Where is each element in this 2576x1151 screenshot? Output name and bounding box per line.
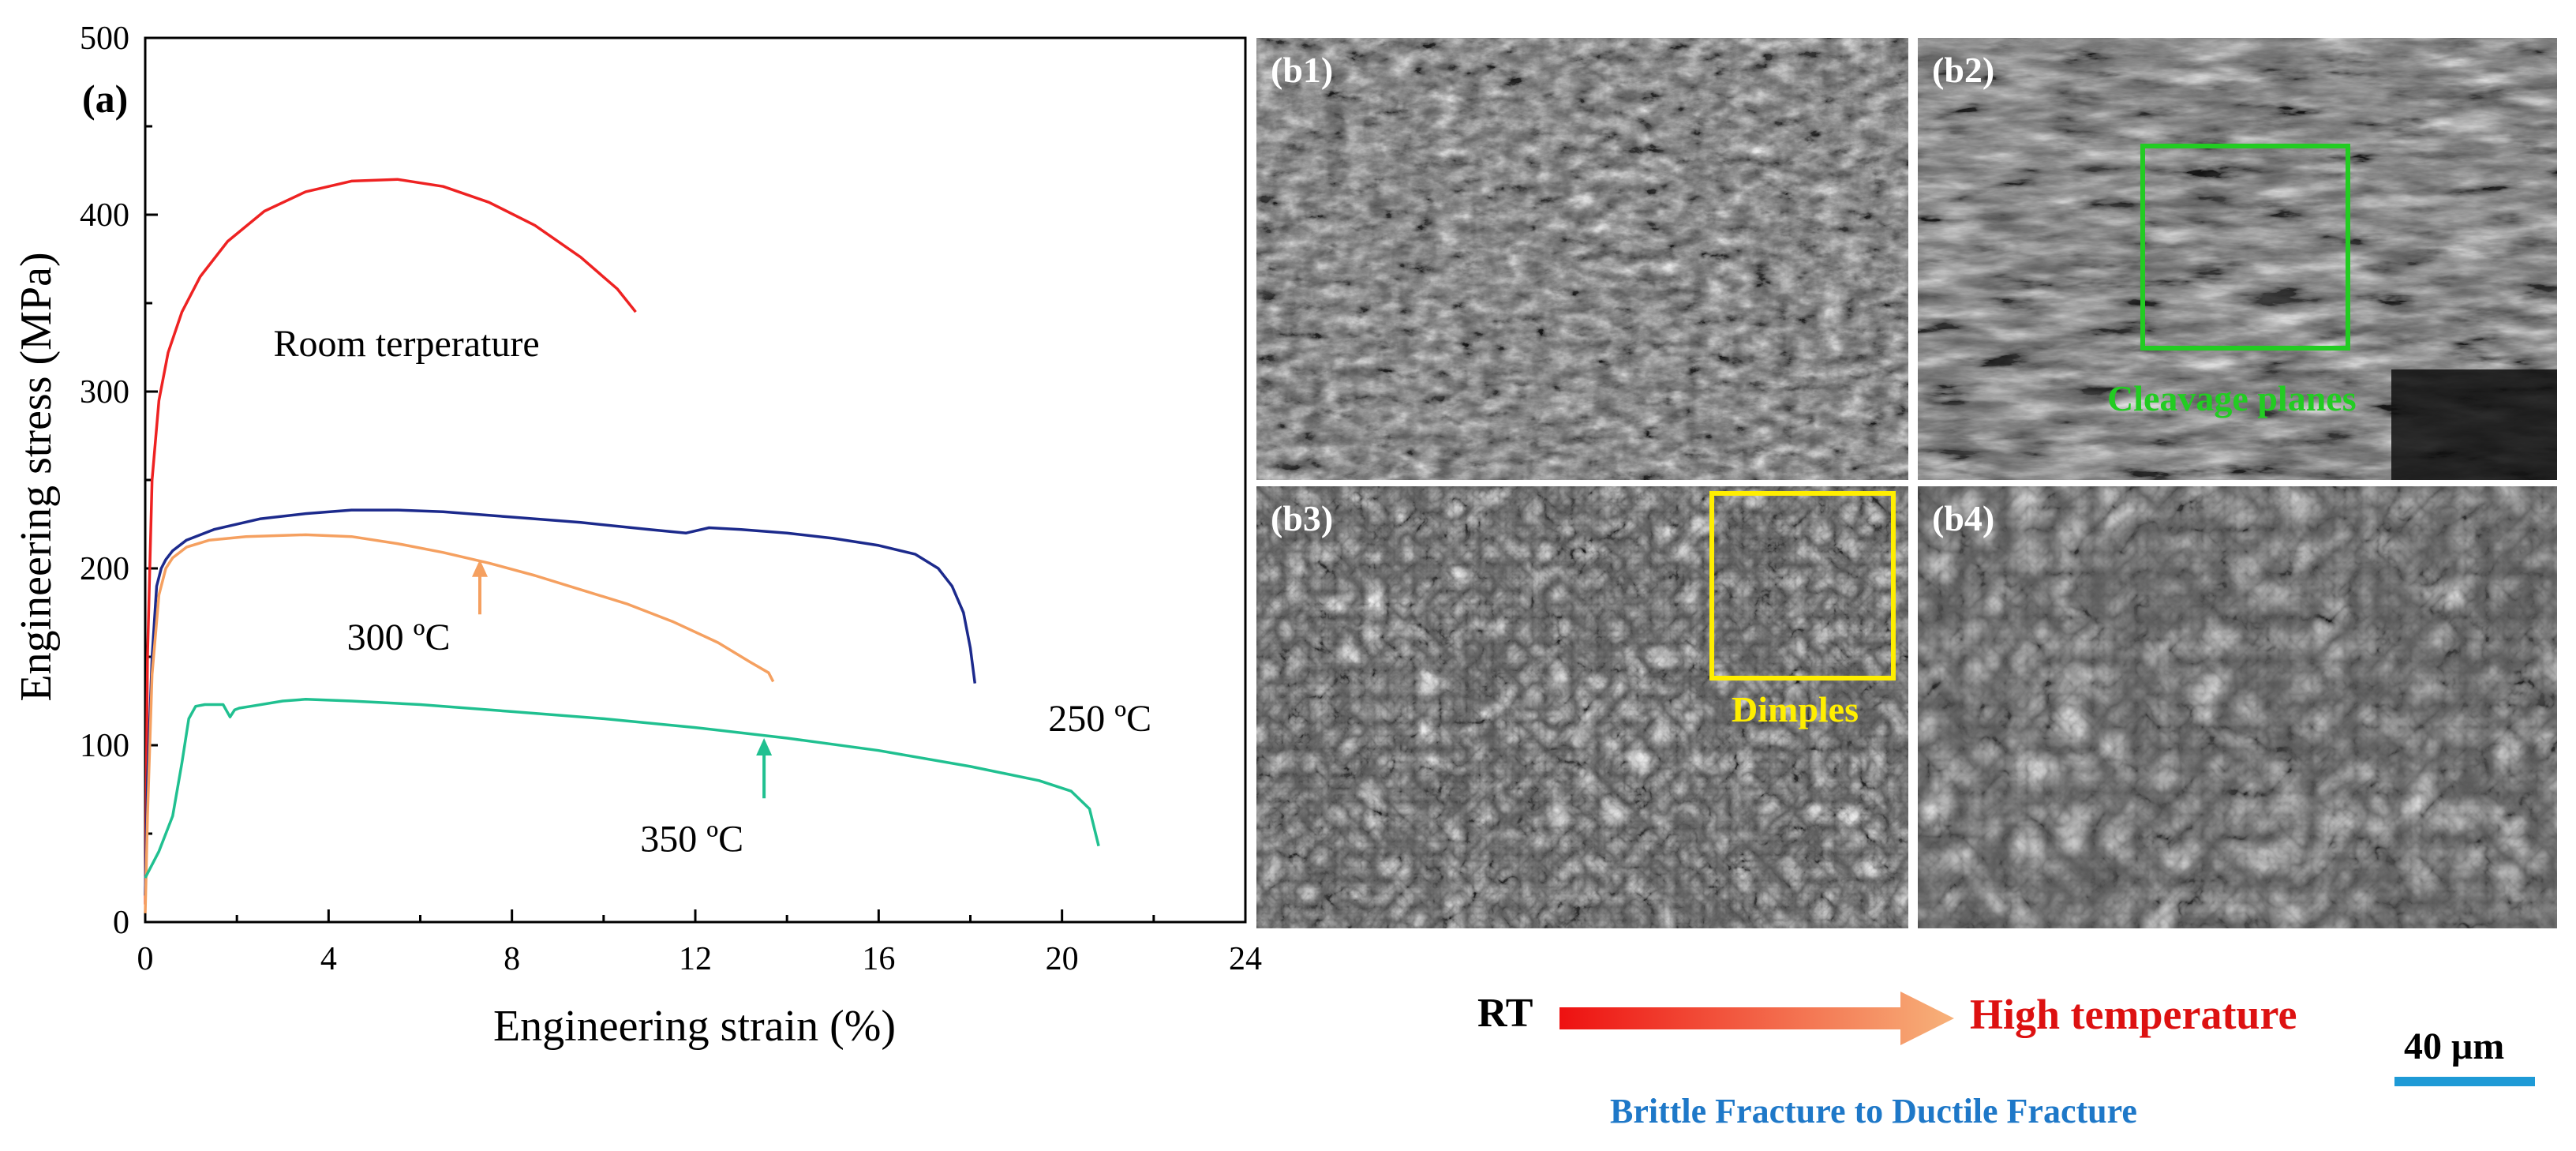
fracture-caption: Brittle Fracture to Ductile Fracture [1610, 1092, 2137, 1130]
y-tick-label: 200 [80, 551, 129, 587]
annotation-label-0: Room terperature [273, 323, 539, 365]
sem-panel-b4: (b4) [1918, 486, 2557, 928]
chart-ticks: 0 4 8 12 16 20 24 0 100 200 300 400 500 [80, 21, 1262, 977]
cleavage-planes-label: Cleavage planes [2107, 378, 2357, 418]
chart-annotations: Room terperature 250 ºC 300 ºC 350 ºC [273, 323, 1151, 860]
y-tick-label: 0 [113, 905, 129, 941]
x-tick-label: 20 [1046, 941, 1079, 977]
sem-texture-b2 [1918, 38, 2557, 480]
x-tick-label: 8 [504, 941, 520, 977]
x-axis-label: Engineering strain (%) [493, 1002, 896, 1051]
sem-label-b3: (b3) [1271, 498, 1334, 538]
annotation-label-2: 300 ºC [347, 617, 451, 658]
x-tick-label: 4 [320, 941, 337, 977]
high-temperature-label: High temperature [1970, 991, 2297, 1038]
sem-texture-b1 [1256, 38, 1908, 480]
y-tick-label: 300 [80, 374, 129, 411]
x-tick-label: 12 [679, 941, 712, 977]
annotation-label-3: 350 ºC [640, 818, 743, 860]
dimples-label: Dimples [1732, 689, 1859, 729]
sem-texture-b4 [1918, 486, 2557, 928]
scale-bar-label: 40 μm [2404, 1025, 2505, 1067]
sem-label-b2: (b2) [1932, 50, 1995, 90]
chart-axes [144, 36, 1247, 924]
temperature-gradient-arrow [1559, 992, 1954, 1045]
stress-strain-chart: 0 4 8 12 16 20 24 0 100 200 300 400 500 Room terpera… [12, 21, 1262, 1051]
sem-panel-b3: (b3) Dimples [1256, 486, 1908, 928]
sem-panel-b2: (b2) Cleavage planes [1918, 38, 2557, 480]
sem-texture-b3 [1256, 486, 1908, 928]
x-tick-label: 16 [862, 941, 895, 977]
panel-label-a: (a) [82, 77, 128, 121]
sem-label-b1: (b1) [1271, 50, 1334, 90]
annotation-arrow-head-2 [472, 559, 489, 577]
rt-label: RT [1477, 991, 1533, 1036]
annotation-label-1: 250 ºC [1048, 698, 1151, 740]
chart-series [144, 178, 1100, 913]
series-line-0 [144, 178, 637, 905]
y-tick-label: 100 [80, 728, 129, 764]
series-line-2 [144, 533, 775, 913]
annotation-arrow-head-3 [756, 738, 773, 756]
y-axis-label: Engineering stress (MPa) [12, 252, 61, 701]
plot-frame [144, 36, 1247, 924]
sem-label-b4: (b4) [1932, 498, 1995, 538]
dimples-box [1709, 491, 1896, 680]
sem-panel-b1: (b1) [1256, 38, 1908, 480]
y-tick-label: 500 [80, 21, 129, 57]
x-tick-label: 0 [137, 941, 154, 977]
series-line-3 [144, 698, 1100, 879]
series-line-1 [144, 508, 977, 896]
cleavage-planes-box [2140, 144, 2350, 351]
x-tick-label: 24 [1229, 941, 1262, 977]
y-tick-label: 400 [80, 197, 129, 234]
scale-bar [2394, 1077, 2535, 1086]
